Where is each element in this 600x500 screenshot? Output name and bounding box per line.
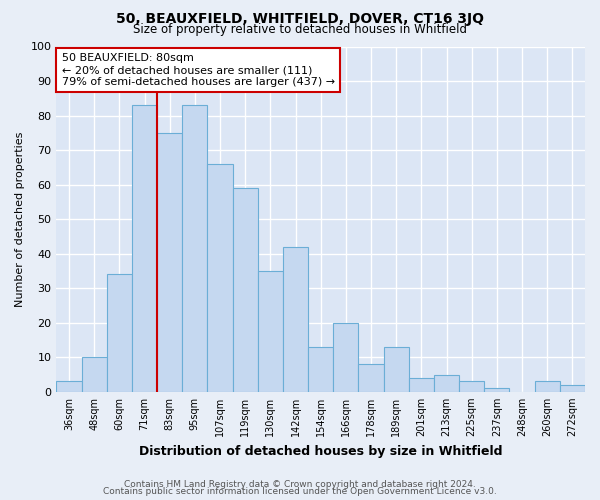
Text: Contains public sector information licensed under the Open Government Licence v3: Contains public sector information licen… (103, 487, 497, 496)
Bar (535, 382, 560, 392)
Bar (560, 385, 585, 392)
Bar (208, 164, 233, 392)
X-axis label: Distribution of detached houses by size in Whitfield: Distribution of detached houses by size … (139, 444, 502, 458)
Bar (358, 364, 383, 392)
Y-axis label: Number of detached properties: Number of detached properties (15, 132, 25, 307)
Bar (82, 358, 107, 392)
Text: Contains HM Land Registry data © Crown copyright and database right 2024.: Contains HM Land Registry data © Crown c… (124, 480, 476, 489)
Text: 50 BEAUXFIELD: 80sqm
← 20% of detached houses are smaller (111)
79% of semi-deta: 50 BEAUXFIELD: 80sqm ← 20% of detached h… (62, 54, 335, 86)
Bar (308, 347, 333, 392)
Bar (107, 274, 132, 392)
Bar (283, 247, 308, 392)
Bar (383, 347, 409, 392)
Bar (233, 188, 258, 392)
Text: Size of property relative to detached houses in Whitfield: Size of property relative to detached ho… (133, 22, 467, 36)
Bar (56, 382, 82, 392)
Bar (258, 271, 283, 392)
Bar (434, 374, 459, 392)
Bar (182, 105, 208, 392)
Bar (333, 322, 358, 392)
Bar (409, 378, 434, 392)
Bar (459, 382, 484, 392)
Bar (157, 133, 182, 392)
Bar (132, 105, 157, 392)
Bar (484, 388, 509, 392)
Text: 50, BEAUXFIELD, WHITFIELD, DOVER, CT16 3JQ: 50, BEAUXFIELD, WHITFIELD, DOVER, CT16 3… (116, 12, 484, 26)
